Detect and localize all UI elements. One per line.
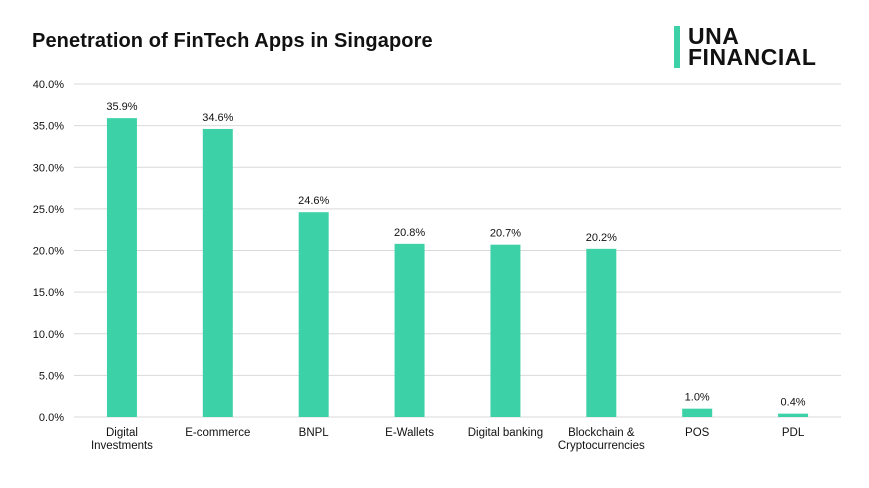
y-tick-label: 35.0% [33, 121, 64, 133]
x-category-label: PDL [782, 427, 805, 439]
data-label: 1.0% [685, 392, 710, 404]
data-label: 20.8% [394, 227, 425, 239]
y-tick-label: 25.0% [33, 204, 64, 216]
x-category-label: Blockchain & [568, 427, 635, 439]
logo-line-1: UNA [688, 23, 740, 49]
x-category-label: POS [685, 427, 710, 439]
y-axis-ticks: 0.0% 5.0% 10.0% 15.0% 20.0% 25.0% 30.0% 35.0% 40… [33, 79, 64, 424]
y-tick-label: 40.0% [33, 79, 64, 91]
bar [490, 244, 521, 417]
bar [106, 118, 137, 417]
x-category-label: Digital [106, 427, 138, 439]
data-label: 34.6% [202, 112, 233, 124]
x-category-label: E-commerce [185, 427, 250, 439]
bar [778, 413, 809, 417]
chart-title: Penetration of FinTech Apps in Singapore [32, 30, 433, 52]
x-category-label: Digital banking [468, 427, 543, 439]
y-tick-label: 30.0% [33, 162, 64, 174]
y-tick-label: 5.0% [39, 370, 64, 382]
x-category-label: BNPL [299, 427, 330, 439]
bar [394, 243, 425, 417]
bars [106, 118, 809, 417]
gridlines [74, 83, 841, 418]
logo-accent-bar [674, 26, 680, 68]
bar [682, 408, 713, 417]
x-category-label: Investments [91, 440, 153, 452]
data-label: 20.7% [490, 228, 521, 240]
y-tick-label: 0.0% [39, 412, 64, 424]
una-financial-logo: UNA FINANCIAL [674, 23, 817, 70]
bar [202, 128, 233, 417]
logo-line-2: FINANCIAL [688, 44, 817, 70]
x-category-label: E-Wallets [385, 427, 434, 439]
data-labels: 35.9% 34.6% 24.6% 20.8% 20.7% 20.2% 1.0% 0.4% [106, 101, 805, 409]
x-category-label: Cryptocurrencies [558, 440, 645, 452]
y-tick-label: 20.0% [33, 246, 64, 258]
data-label: 0.4% [781, 397, 806, 409]
bar [298, 212, 329, 417]
logo-text: UNA FINANCIAL [688, 23, 817, 70]
data-label: 24.6% [298, 195, 329, 207]
y-tick-label: 10.0% [33, 329, 64, 341]
data-label: 35.9% [106, 101, 137, 113]
y-tick-label: 15.0% [33, 287, 64, 299]
bar [586, 248, 617, 417]
data-label: 20.2% [586, 232, 617, 244]
